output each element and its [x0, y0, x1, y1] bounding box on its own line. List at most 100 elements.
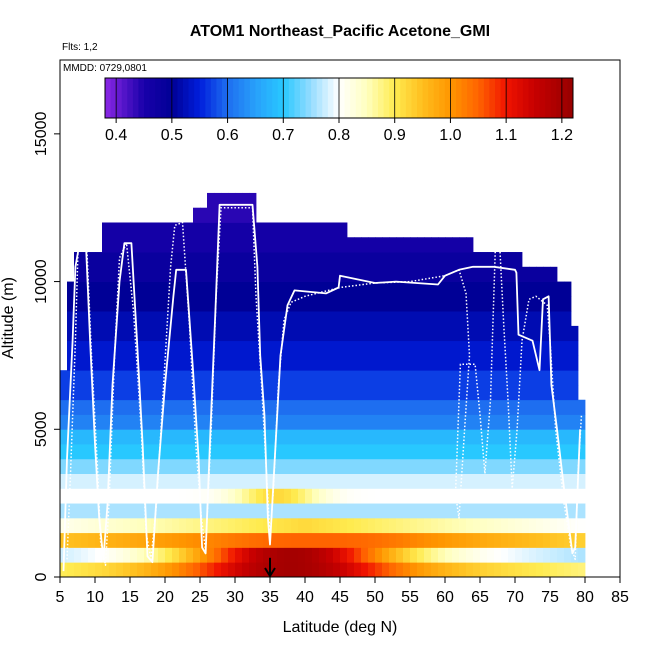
x-tick-label: 85	[611, 589, 629, 606]
heatmap-cell	[424, 562, 432, 578]
heatmap-cell	[515, 370, 523, 386]
colorbar-segment	[294, 78, 301, 118]
heatmap-cell	[396, 325, 404, 342]
heatmap-cell	[459, 503, 467, 519]
heatmap-cell	[557, 281, 565, 297]
heatmap-cell	[214, 340, 222, 356]
heatmap-cell	[333, 311, 341, 327]
heatmap-cell	[193, 399, 201, 415]
heatmap-cell	[410, 237, 418, 253]
heatmap-cell	[340, 503, 348, 519]
heatmap-cell	[284, 355, 292, 371]
heatmap-cell	[151, 340, 159, 356]
heatmap-cell	[445, 340, 453, 356]
heatmap-cell	[116, 384, 124, 401]
heatmap-cell	[466, 429, 474, 445]
heatmap-cell	[88, 517, 96, 534]
heatmap-cell	[459, 458, 467, 474]
heatmap-cell	[494, 311, 502, 327]
heatmap-cell	[417, 237, 425, 253]
heatmap-cell	[340, 473, 348, 489]
heatmap-cell	[396, 444, 404, 460]
heatmap-cell	[536, 296, 544, 312]
heatmap-cell	[494, 503, 502, 519]
heatmap-cell	[137, 562, 145, 578]
heatmap-cell	[382, 488, 390, 504]
heatmap-cell	[417, 384, 425, 401]
heatmap-cell	[354, 237, 362, 253]
heatmap-cell	[396, 281, 404, 297]
x-tick-label: 5	[56, 589, 65, 606]
heatmap-cell	[515, 458, 523, 474]
heatmap-cell	[389, 458, 397, 474]
heatmap-cell	[123, 488, 131, 504]
heatmap-cell	[326, 355, 334, 371]
heatmap-cell	[494, 355, 502, 371]
colorbar-segment	[500, 78, 507, 118]
heatmap-cell	[494, 444, 502, 460]
heatmap-cell	[74, 340, 82, 356]
heatmap-cell	[354, 340, 362, 356]
heatmap-cell	[270, 399, 278, 415]
colorbar-segment	[266, 78, 273, 118]
heatmap-cell	[578, 429, 586, 445]
heatmap-cell	[354, 414, 362, 430]
heatmap-cell	[214, 532, 222, 548]
heatmap-cell	[480, 325, 488, 342]
heatmap-cell	[452, 562, 460, 578]
heatmap-cell	[123, 399, 131, 415]
heatmap-cell	[270, 547, 278, 563]
heatmap-cell	[452, 547, 460, 563]
heatmap-cell	[207, 384, 215, 401]
heatmap-cell	[473, 547, 481, 563]
y-tick-label: 15000	[33, 112, 50, 157]
heatmap-cell	[375, 399, 383, 415]
heatmap-cell	[361, 488, 369, 504]
dates-label: MMDD: 0729,0801	[63, 63, 147, 74]
heatmap-cell	[228, 399, 236, 415]
heatmap-cell	[550, 325, 558, 342]
heatmap-cell	[130, 562, 138, 578]
heatmap-cell	[186, 237, 194, 253]
x-tick-label: 70	[506, 589, 524, 606]
x-tick-label: 45	[331, 589, 349, 606]
heatmap-cell	[256, 458, 264, 474]
heatmap-cell	[256, 384, 264, 401]
heatmap-cell	[347, 355, 355, 371]
heatmap-cell	[67, 488, 75, 504]
x-tick-label: 35	[261, 589, 279, 606]
heatmap-cell	[284, 473, 292, 489]
heatmap-cell	[144, 252, 152, 268]
heatmap-cell	[368, 517, 376, 534]
heatmap-cell	[277, 384, 285, 401]
heatmap-cell	[74, 429, 82, 445]
heatmap-cell	[536, 370, 544, 386]
heatmap-cell	[417, 444, 425, 460]
heatmap-cell	[95, 444, 103, 460]
heatmap-cell	[74, 355, 82, 371]
heatmap-cell	[144, 458, 152, 474]
heatmap-cell	[207, 503, 215, 519]
heatmap-cell	[340, 517, 348, 534]
heatmap-cell	[116, 562, 124, 578]
heatmap-cell	[207, 252, 215, 268]
heatmap-cell	[130, 399, 138, 415]
heatmap-cell	[74, 266, 82, 282]
colorbar-segment	[366, 78, 373, 118]
heatmap-cell	[81, 399, 89, 415]
heatmap-cell	[256, 503, 264, 519]
heatmap-cell	[515, 532, 523, 548]
heatmap-cell	[144, 296, 152, 312]
heatmap-cell	[375, 473, 383, 489]
heatmap-cell	[480, 562, 488, 578]
heatmap-cell	[200, 547, 208, 563]
heatmap-cell	[137, 281, 145, 297]
heatmap-cell	[375, 340, 383, 356]
heatmap-cell	[466, 399, 474, 415]
heatmap-cell	[340, 414, 348, 430]
heatmap-cell	[214, 281, 222, 297]
colorbar-segment	[249, 78, 256, 118]
heatmap-cell	[249, 296, 257, 312]
heatmap-cell	[466, 384, 474, 401]
heatmap-cell	[564, 399, 572, 415]
